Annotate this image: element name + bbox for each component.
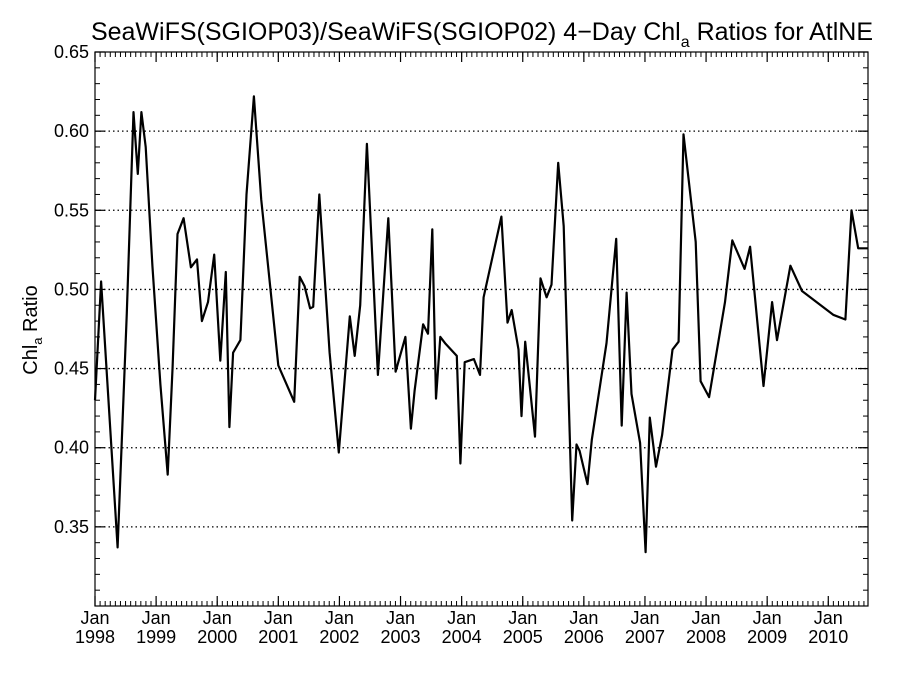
x-tick-label-year: 2000 (197, 627, 237, 647)
x-axis-ticks: Jan1998Jan1999Jan2000Jan2001Jan2002Jan20… (75, 52, 848, 647)
x-tick-label-month: Jan (203, 608, 232, 628)
x-tick-label-year: 2001 (258, 627, 298, 647)
x-tick-label-year: 2007 (625, 627, 665, 647)
x-tick-label-month: Jan (508, 608, 537, 628)
plot-frame (94, 51, 869, 607)
gridlines (95, 130, 868, 528)
series-group (93, 95, 868, 554)
x-tick-label-month: Jan (386, 608, 415, 628)
y-tick-label: 0.55 (54, 200, 89, 220)
y-axis-label-tail: Ratio (20, 285, 42, 337)
chart-title-main: SeaWiFS(SGIOP03)/SeaWiFS(SGIOP02) 4−Day … (91, 18, 681, 46)
x-tick-label-month: Jan (692, 608, 721, 628)
y-tick-label: 0.40 (54, 438, 89, 458)
x-tick-label-year: 2008 (686, 627, 726, 647)
x-tick-label-year: 2004 (442, 627, 482, 647)
x-tick-label-month: Jan (753, 608, 782, 628)
y-tick-label: 0.50 (54, 279, 89, 299)
chart-title: SeaWiFS(SGIOP03)/SeaWiFS(SGIOP02) 4−Day … (91, 18, 873, 51)
x-tick-label-year: 1998 (75, 627, 115, 647)
chart-title-subscript: a (681, 34, 690, 51)
x-tick-label-month: Jan (325, 608, 354, 628)
x-tick-label-month: Jan (814, 608, 843, 628)
x-tick-label-month: Jan (80, 608, 109, 628)
y-axis-label-main: Chl (20, 345, 42, 375)
x-tick-label-year: 2005 (503, 627, 543, 647)
x-tick-label-year: 2006 (564, 627, 604, 647)
y-tick-label: 0.45 (54, 359, 89, 379)
x-tick-label-month: Jan (630, 608, 659, 628)
y-axis-label-subscript: a (30, 337, 45, 345)
x-tick-label-year: 2009 (747, 627, 787, 647)
x-tick-label-month: Jan (264, 608, 293, 628)
y-tick-label: 0.35 (54, 517, 89, 537)
y-axis-ticks: 0.35 0.40 0.45 0.50 0.55 0.60 0.65 (54, 42, 868, 537)
series-line (93, 95, 868, 554)
x-tick-label-month: Jan (569, 608, 598, 628)
x-tick-label-year: 2002 (319, 627, 359, 647)
y-axis-label: Chla Ratio (20, 285, 45, 375)
x-tick-label-year: 2003 (381, 627, 421, 647)
x-tick-label-month: Jan (142, 608, 171, 628)
y-tick-label: 0.65 (54, 42, 89, 62)
chart-title-tail: Ratios for AtlNE (690, 18, 873, 46)
x-tick-label-year: 2010 (808, 627, 848, 647)
y-tick-label: 0.60 (54, 121, 89, 141)
x-tick-label-year: 1999 (136, 627, 176, 647)
x-tick-label-month: Jan (447, 608, 476, 628)
